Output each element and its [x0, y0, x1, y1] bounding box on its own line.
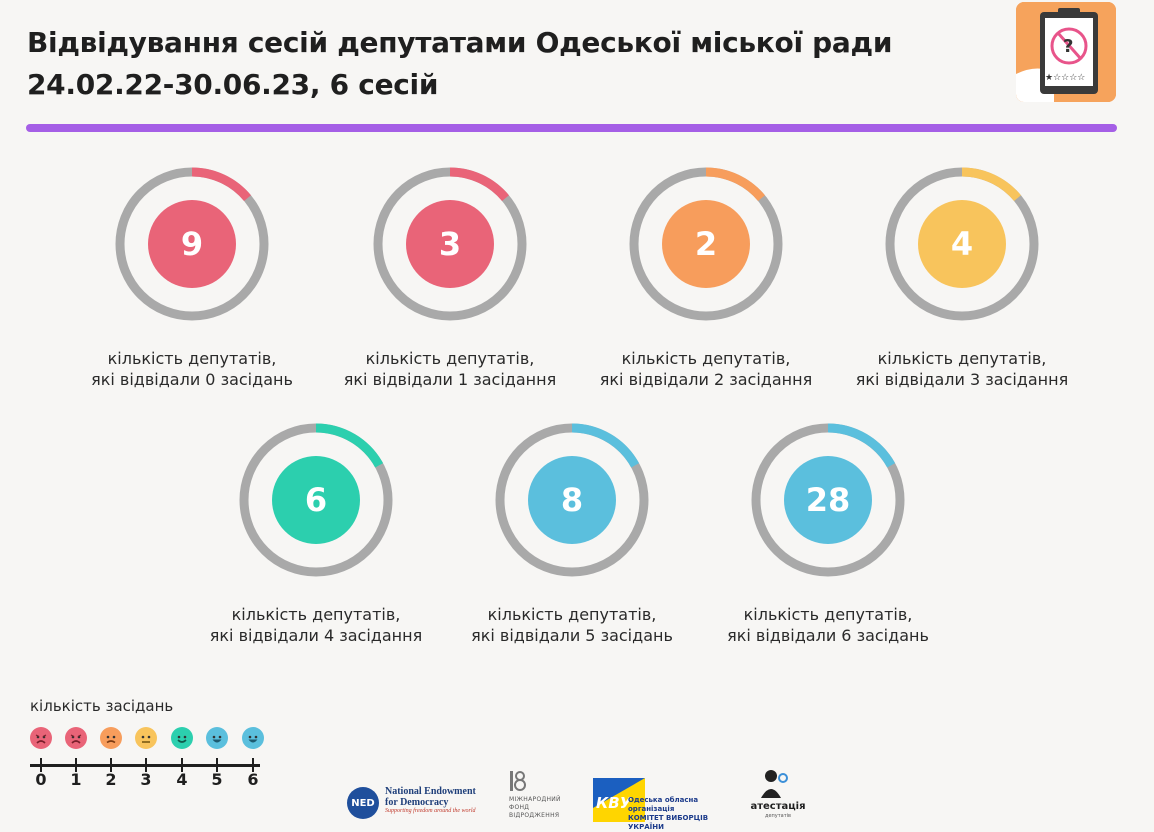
legend-tick-mark [40, 758, 42, 772]
legend-tick-mark [75, 758, 77, 772]
deputy-count: 2 [662, 200, 750, 288]
kvu-name: Одеська обласна організація КОМІТЕТ ВИБО… [628, 796, 728, 832]
tile-caption: кількість депутатів, які відвідали 5 засі… [452, 604, 692, 646]
irf-line-3: ВІДРОДЖЕННЯ [509, 812, 560, 819]
legend-tick-mark [216, 758, 218, 772]
caption-line-1: кількість депутатів, [877, 349, 1047, 368]
legend-tick-label: 2 [105, 770, 117, 789]
ned-name-line-2: for Democracy [385, 797, 449, 808]
ned-tagline: Supporting freedom around the world [385, 808, 476, 814]
angry-face-icon [30, 727, 52, 749]
caption-line-1: кількість депутатів, [107, 349, 277, 368]
ring-segment [885, 167, 1039, 321]
attendance-ring [239, 423, 393, 577]
atestatsiia-sub: депутатів [765, 813, 791, 819]
clipboard-logo-icon: ? ★☆☆☆☆ [1016, 2, 1116, 102]
legend-tick-mark [110, 758, 112, 772]
attendance-tile: 2 кількість депутатів, які відвідали 2 зас… [586, 160, 826, 400]
tile-caption: кількість депутатів, які відвідали 4 засі… [196, 604, 436, 646]
ring-segment [495, 423, 649, 577]
caption-line-2: які відвідали 0 засідань [91, 370, 293, 389]
attendance-tile: 8 кількість депутатів, які відвідали 5 зас… [452, 416, 692, 656]
deputy-count: 8 [528, 456, 616, 544]
happy-face-icon [206, 727, 228, 749]
caption-line-2: які відвідали 4 засідання [209, 626, 423, 645]
ring-segment [239, 423, 393, 577]
kvu-logo-icon: КВУ [593, 778, 645, 822]
atestatsiia-name: атестація [750, 801, 806, 812]
attendance-ring [373, 167, 527, 321]
caption-line-1: кількість депутатів, [231, 605, 401, 624]
ring-segment [751, 423, 905, 577]
attendance-ring [885, 167, 1039, 321]
ring-segment [115, 167, 269, 321]
deputy-count: 9 [148, 200, 236, 288]
title-line-1: Відвідування сесій депутатами Одеської м… [27, 26, 893, 59]
deputy-count: 6 [272, 456, 360, 544]
atestatsiia-logo-icon [761, 770, 788, 798]
caption-line-2: які відвідали 2 засідання [599, 370, 813, 389]
deputy-count: 28 [784, 456, 872, 544]
legend-tick-mark [181, 758, 183, 772]
svg-text:КВУ: КВУ [596, 794, 633, 812]
happy-face-icon [242, 727, 264, 749]
ring-segment [373, 167, 527, 321]
legend-tick-label: 3 [140, 770, 152, 789]
legend-title: кількість засідань [30, 697, 174, 715]
caption-line-1: кількість депутатів, [365, 349, 535, 368]
irf-name: МІЖНАРОДНИЙ ФОНД ВІДРОДЖЕННЯ [509, 796, 569, 820]
kvu-line-1: Одеська обласна організація [628, 796, 699, 813]
caption-line-2: які відвідали 6 засідань [727, 626, 929, 645]
caption-line-1: кількість депутатів, [743, 605, 913, 624]
irf-logo-icon [510, 771, 526, 791]
caption-line-2: які відвідали 3 засідання [855, 370, 1069, 389]
attendance-tile: 3 кількість депутатів, які відвідали 1 зас… [330, 160, 570, 400]
legend-tick-label: 0 [35, 770, 47, 789]
deputy-count: 4 [918, 200, 1006, 288]
attendance-tile: 6 кількість депутатів, які відвідали 4 зас… [196, 416, 436, 656]
frown-face-icon [100, 727, 122, 749]
attendance-tile: 28 кількість депутатів, які відвідали 6 за… [708, 416, 948, 656]
accent-divider [26, 124, 1117, 132]
attendance-tile: 4 кількість депутатів, які відвідали 3 зас… [842, 160, 1082, 400]
irf-line-1: МІЖНАРОДНИЙ [509, 796, 561, 803]
page-title: Відвідування сесій депутатами Одеської м… [27, 22, 892, 106]
legend-tick-mark [252, 758, 254, 772]
legend-tick-label: 4 [176, 770, 188, 789]
tile-caption: кількість депутатів, які відвідали 0 засі… [72, 348, 312, 390]
ned-initials: NED [351, 797, 375, 809]
caption-line-2: які відвідали 5 засідань [471, 626, 673, 645]
attendance-ring [751, 423, 905, 577]
caption-line-1: кількість депутатів, [487, 605, 657, 624]
kvu-line-2: КОМІТЕТ ВИБОРЦІВ УКРАЇНИ [628, 814, 709, 831]
legend-tick-label: 6 [247, 770, 259, 789]
caption-line-2: які відвідали 1 засідання [343, 370, 557, 389]
svg-text:?: ? [1063, 36, 1073, 57]
tile-caption: кількість депутатів, які відвідали 6 засі… [708, 604, 948, 646]
attendance-tile: 9 кількість депутатів, які відвідали 0 зас… [72, 160, 312, 400]
smile-face-icon [171, 727, 193, 749]
legend-tick-label: 1 [70, 770, 82, 789]
tile-caption: кількість депутатів, які відвідали 1 засі… [330, 348, 570, 390]
ned-logo-icon: NED [347, 787, 379, 819]
legend-tick-label: 5 [211, 770, 223, 789]
deputy-count: 3 [406, 200, 494, 288]
ring-segment [629, 167, 783, 321]
irf-line-2: ФОНД [509, 804, 530, 811]
svg-text:★☆☆☆☆: ★☆☆☆☆ [1045, 73, 1085, 83]
caption-line-1: кількість депутатів, [621, 349, 791, 368]
tile-caption: кількість депутатів, які відвідали 2 засі… [586, 348, 826, 390]
ned-name: National Endowment for Democracy [385, 786, 505, 808]
attendance-ring [115, 167, 269, 321]
title-line-2: 24.02.22-30.06.23, 6 сесій [27, 68, 439, 101]
legend-tick-mark [145, 758, 147, 772]
tile-caption: кількість депутатів, які відвідали 3 засі… [842, 348, 1082, 390]
attendance-ring [495, 423, 649, 577]
angry-face-icon [65, 727, 87, 749]
ned-name-line-1: National Endowment [385, 786, 476, 797]
attendance-ring [629, 167, 783, 321]
neutral-face-icon [135, 727, 157, 749]
